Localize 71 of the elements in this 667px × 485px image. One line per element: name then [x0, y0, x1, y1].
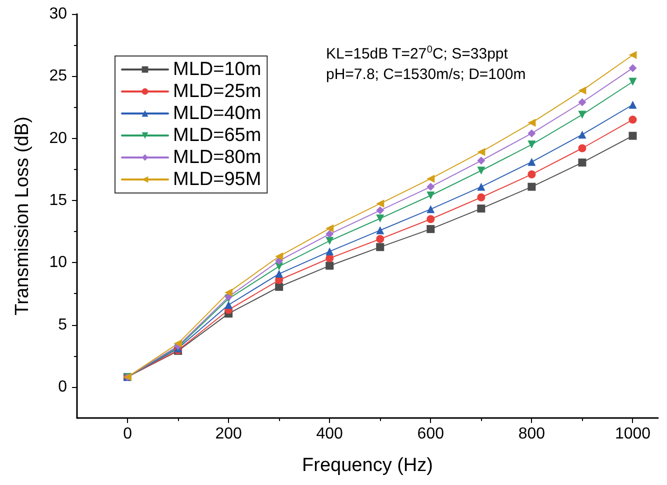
point [326, 224, 334, 232]
legend-label: MLD=95M [173, 169, 262, 190]
point [174, 339, 182, 348]
point [628, 100, 637, 109]
point [376, 214, 384, 222]
point [477, 193, 486, 202]
point [578, 130, 586, 139]
point [477, 166, 486, 175]
point [477, 148, 486, 156]
point [376, 206, 384, 214]
point [376, 200, 384, 208]
point [578, 158, 586, 167]
y-tick-label: 20 [49, 130, 68, 147]
point [477, 156, 486, 165]
point [578, 144, 586, 152]
point [426, 182, 435, 191]
point [326, 230, 334, 238]
point [326, 254, 334, 262]
y-tick-label: 10 [49, 254, 68, 272]
legend-label: MLD=10m [173, 59, 262, 80]
x-tick-label: 1000 [614, 426, 651, 442]
point [275, 256, 284, 265]
point [628, 116, 637, 124]
y-tick-label: 0 [58, 378, 68, 396]
legend-label: MLD=40m [173, 103, 262, 124]
point [528, 182, 536, 191]
point [578, 98, 586, 106]
point [376, 235, 384, 243]
point [275, 282, 284, 291]
point [628, 132, 637, 140]
point [426, 215, 435, 224]
y-tick-label: 15 [49, 192, 68, 209]
annotation: pH=7.8; C=1530m/s; D=100m [326, 66, 526, 83]
legend-label: MLD=65m [173, 125, 262, 146]
x-axis-title: Frequency (Hz) [302, 455, 433, 476]
point [326, 236, 334, 245]
point [426, 174, 435, 183]
point [376, 243, 384, 252]
y-tick-label: 5 [58, 316, 68, 334]
y-axis-title: Transmission Loss (dB) [12, 116, 33, 316]
x-tick-label: 200 [215, 426, 242, 442]
point [528, 118, 536, 127]
point [326, 247, 334, 256]
y-tick-label: 25 [49, 68, 68, 85]
point [628, 78, 637, 86]
point [376, 226, 384, 234]
point [528, 140, 536, 149]
point [578, 110, 586, 119]
point [477, 182, 486, 191]
point [528, 129, 536, 138]
x-tick-label: 600 [417, 426, 444, 442]
point [275, 270, 284, 278]
point [224, 288, 233, 296]
x-tick-label: 400 [316, 426, 344, 442]
point [426, 191, 435, 200]
point [477, 204, 486, 213]
point [578, 86, 586, 94]
point [628, 64, 637, 72]
point [224, 300, 233, 309]
point [275, 252, 284, 260]
point [326, 262, 334, 270]
x-tick-label: 800 [518, 426, 546, 442]
y-tick-label: 30 [49, 6, 68, 22]
legend-label: MLD=25m [173, 81, 262, 102]
point [628, 51, 637, 60]
point [528, 170, 536, 178]
point [426, 225, 435, 234]
x-tick-label: 0 [123, 426, 132, 442]
legend-label: MLD=80m [173, 147, 262, 168]
point [528, 158, 536, 166]
point [426, 205, 435, 214]
